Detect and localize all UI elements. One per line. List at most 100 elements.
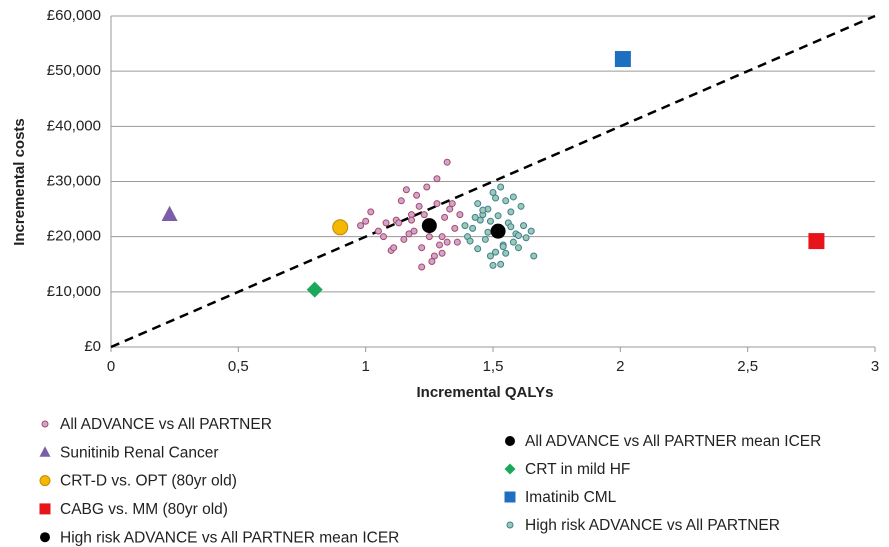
legend-marker bbox=[505, 436, 515, 446]
point bbox=[509, 238, 517, 246]
point bbox=[382, 219, 390, 227]
point bbox=[436, 241, 444, 249]
legend-text: CRT in mild HF bbox=[525, 461, 630, 478]
point bbox=[522, 234, 530, 242]
legend-marker bbox=[506, 521, 514, 529]
point bbox=[527, 227, 535, 235]
x-tick-label: 0 bbox=[107, 358, 115, 375]
x-tick-label: 3 bbox=[871, 358, 879, 375]
point bbox=[520, 222, 528, 230]
x-tick-label: 2,5 bbox=[737, 358, 758, 375]
point bbox=[484, 228, 492, 236]
point bbox=[481, 235, 489, 243]
point bbox=[438, 233, 446, 241]
legend-marker bbox=[39, 503, 51, 515]
y-tick-label: £40,000 bbox=[47, 117, 101, 134]
point bbox=[474, 200, 482, 208]
y-tick-label: £0 bbox=[84, 338, 101, 355]
point bbox=[446, 205, 454, 213]
point bbox=[374, 227, 382, 235]
point bbox=[499, 243, 507, 251]
y-tick-label: £50,000 bbox=[47, 62, 101, 79]
point bbox=[507, 223, 515, 231]
point bbox=[421, 218, 437, 234]
point bbox=[502, 197, 510, 205]
point bbox=[390, 244, 398, 252]
point bbox=[489, 261, 497, 269]
point bbox=[497, 260, 505, 268]
point bbox=[362, 217, 370, 225]
point bbox=[430, 252, 438, 260]
point bbox=[492, 248, 500, 256]
legend-marker bbox=[40, 532, 50, 543]
y-tick-label: £10,000 bbox=[47, 283, 101, 300]
point bbox=[408, 216, 416, 224]
legend-marker bbox=[41, 420, 49, 428]
point bbox=[306, 281, 323, 298]
point bbox=[514, 244, 522, 252]
point bbox=[486, 217, 494, 225]
point bbox=[423, 183, 431, 191]
point bbox=[502, 249, 510, 257]
x-tick-label: 1 bbox=[361, 358, 369, 375]
point bbox=[443, 158, 451, 166]
point bbox=[486, 252, 494, 260]
point bbox=[461, 222, 469, 230]
point bbox=[428, 257, 436, 265]
point bbox=[808, 233, 825, 250]
point bbox=[469, 224, 477, 232]
y-tick-label: £60,000 bbox=[47, 7, 101, 24]
point bbox=[379, 233, 387, 241]
legend-text: Imatinib CML bbox=[525, 489, 617, 506]
point bbox=[441, 213, 449, 221]
point bbox=[514, 232, 522, 240]
point bbox=[466, 237, 474, 245]
point bbox=[433, 175, 441, 183]
point bbox=[456, 211, 464, 219]
point bbox=[418, 263, 426, 271]
reference-line bbox=[110, 14, 876, 349]
point bbox=[413, 191, 421, 199]
legend-marker bbox=[39, 475, 51, 487]
point bbox=[492, 194, 500, 202]
point bbox=[415, 202, 423, 210]
point bbox=[402, 186, 410, 194]
point bbox=[400, 235, 408, 243]
legend-marker bbox=[39, 446, 51, 457]
point bbox=[397, 197, 405, 205]
point bbox=[410, 227, 418, 235]
point bbox=[367, 208, 375, 216]
x-tick-label: 0,5 bbox=[228, 358, 249, 375]
legend-text: All ADVANCE vs All PARTNER mean ICER bbox=[525, 433, 821, 450]
point bbox=[494, 212, 502, 220]
point bbox=[517, 202, 525, 210]
legend-marker bbox=[504, 463, 516, 475]
point bbox=[489, 189, 497, 197]
point bbox=[451, 224, 459, 232]
x-tick-label: 1,5 bbox=[483, 358, 504, 375]
x-axis-title: Incremental QALYs bbox=[417, 384, 554, 401]
legend-text: High risk ADVANCE vs All PARTNER mean IC… bbox=[60, 529, 399, 546]
point bbox=[433, 200, 441, 208]
point bbox=[490, 223, 506, 239]
legend-marker bbox=[504, 491, 516, 503]
point bbox=[453, 238, 461, 246]
point bbox=[332, 219, 349, 236]
point bbox=[438, 249, 446, 257]
x-tick-label: 2 bbox=[616, 358, 624, 375]
legend-text: CRT-D vs. OPT (80yr old) bbox=[60, 473, 237, 490]
point bbox=[395, 219, 403, 227]
point bbox=[479, 206, 487, 214]
point bbox=[614, 51, 631, 68]
point bbox=[448, 200, 456, 208]
legend-text: Sunitinib Renal Cancer bbox=[60, 444, 219, 461]
legend-text: All ADVANCE vs All PARTNER bbox=[60, 416, 272, 433]
point bbox=[509, 193, 517, 201]
point bbox=[357, 222, 365, 230]
point bbox=[418, 244, 426, 252]
point bbox=[530, 252, 538, 260]
legend-text: CABG vs. MM (80yr old) bbox=[60, 501, 228, 518]
point bbox=[471, 213, 479, 221]
point bbox=[161, 205, 178, 221]
point bbox=[443, 238, 451, 246]
